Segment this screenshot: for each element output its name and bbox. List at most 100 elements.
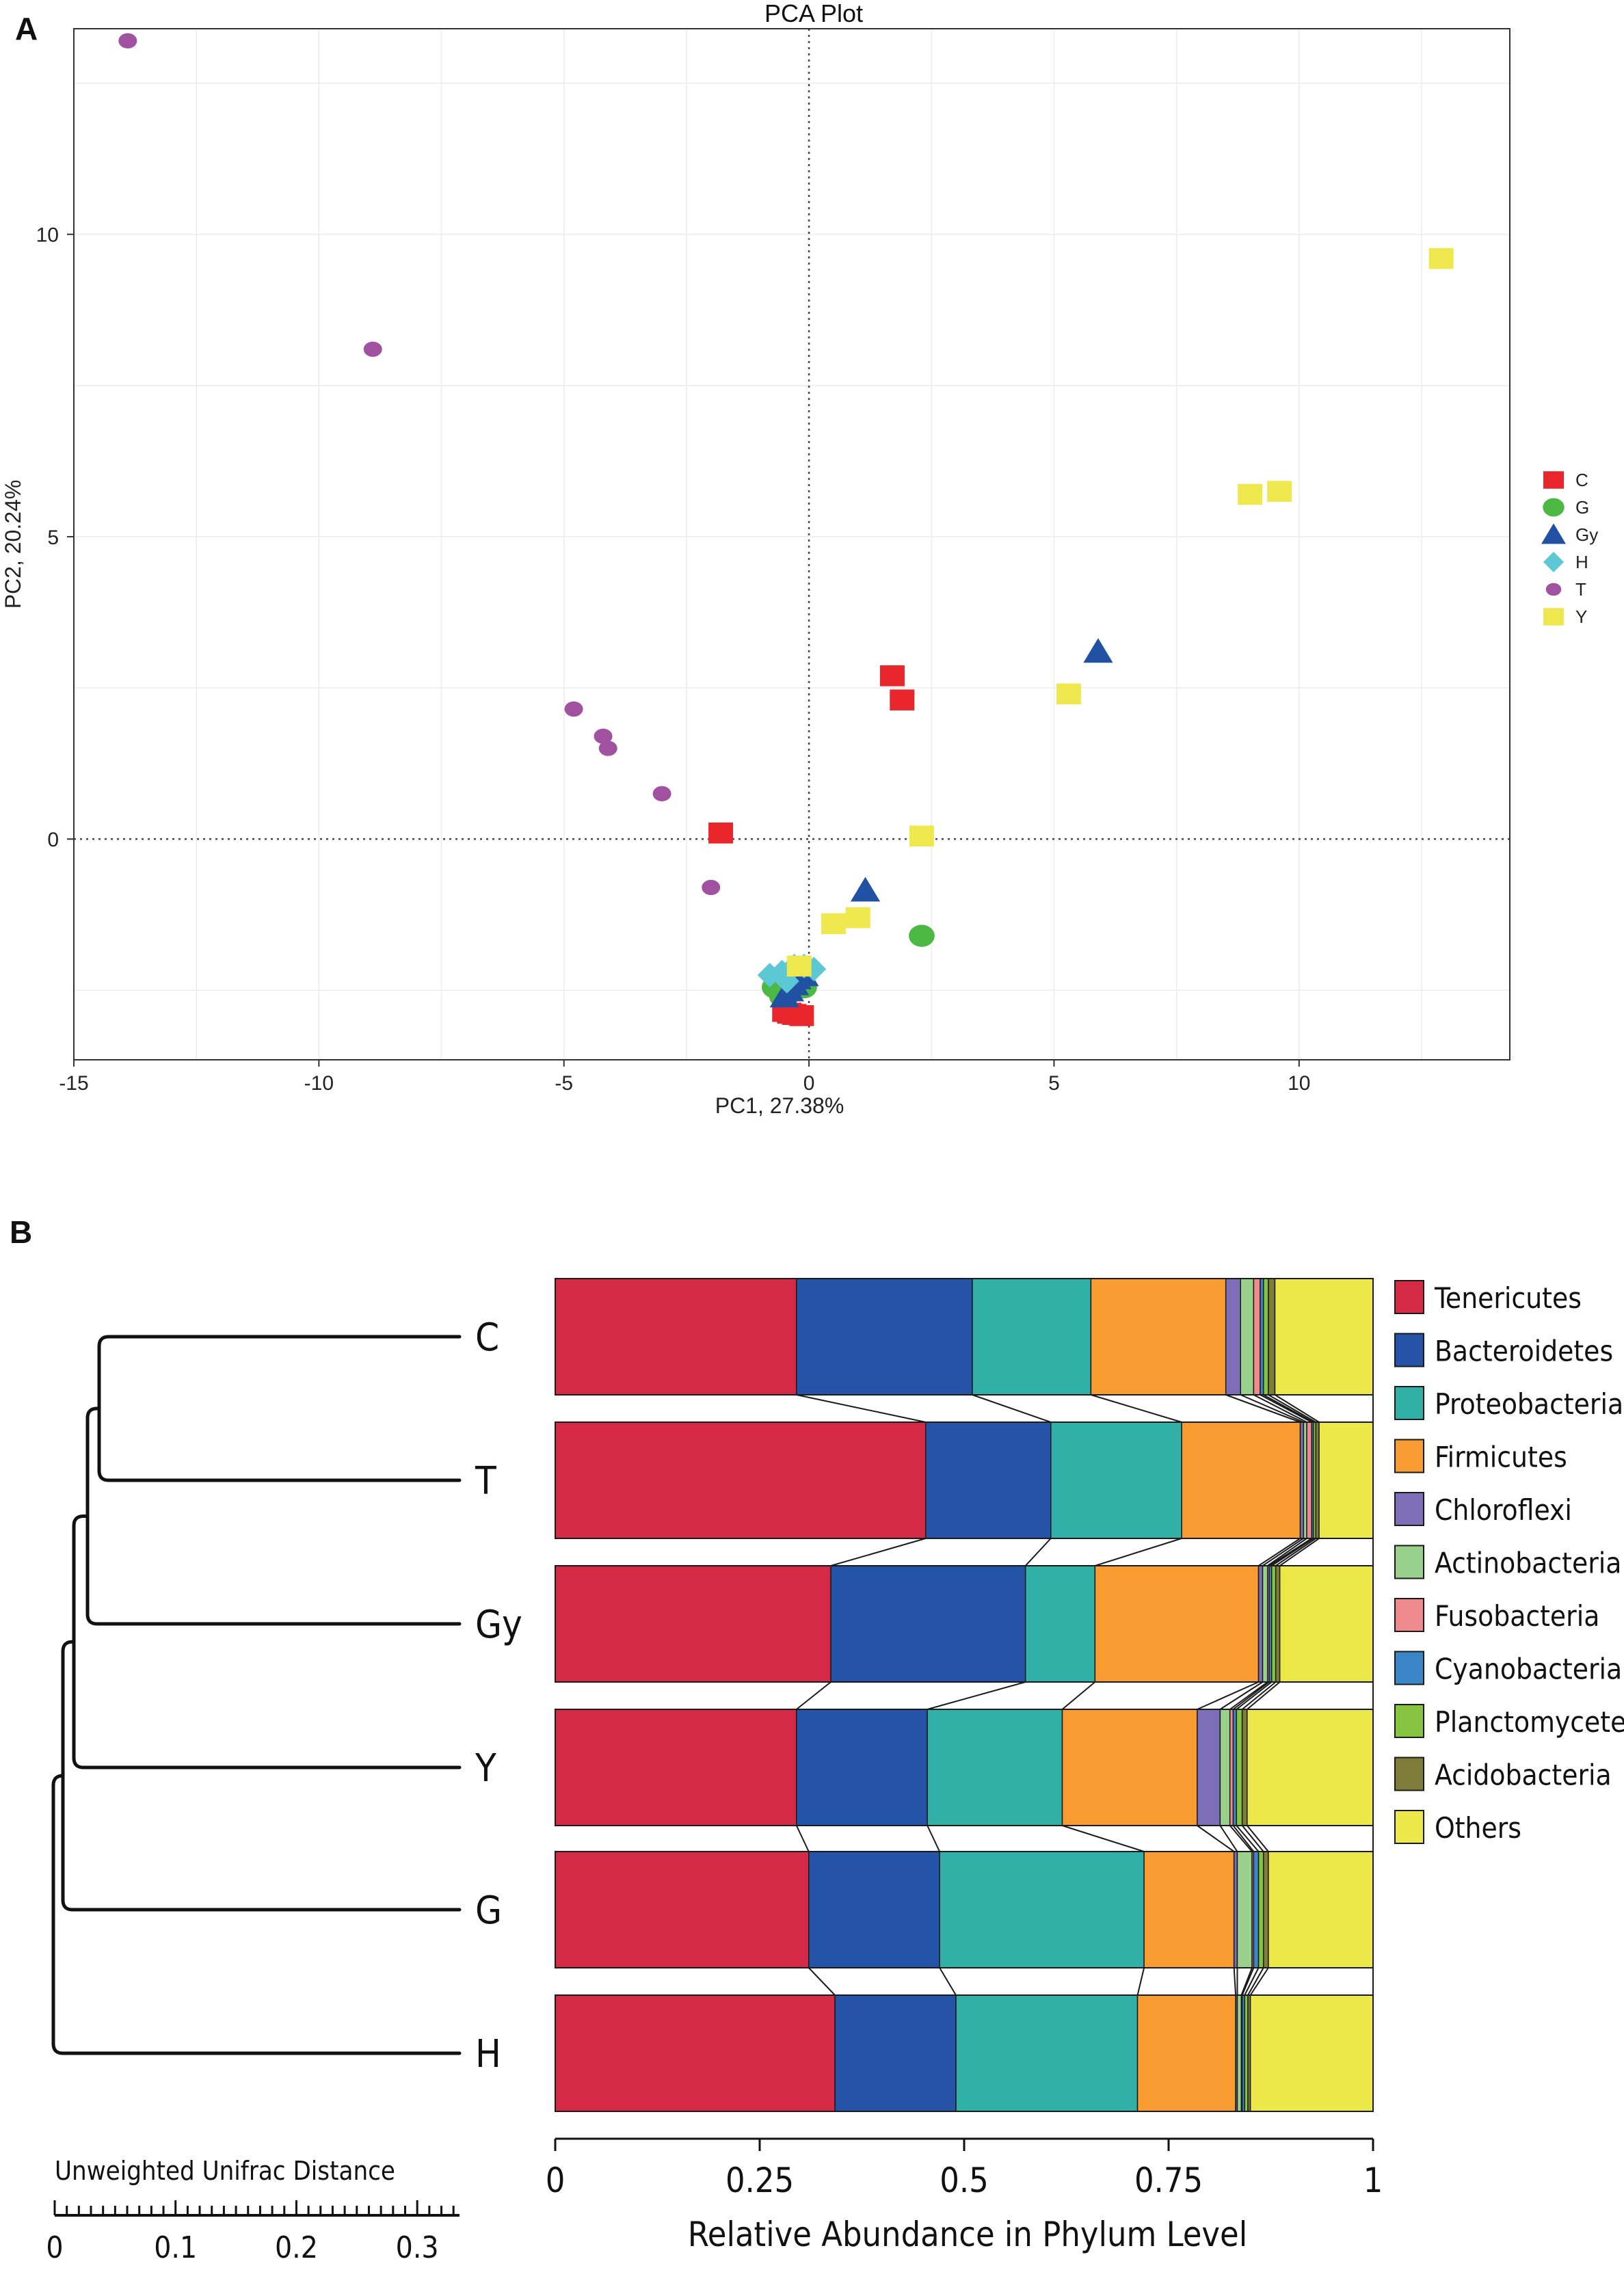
bar-segment-c-firmicutes — [1090, 1278, 1227, 1396]
bar-segment-t-firmicutes — [1181, 1421, 1301, 1539]
pca-point-y — [845, 907, 870, 929]
dendrogram-leaf-c: C — [475, 1316, 499, 1360]
bar-connector-line — [972, 1394, 1052, 1423]
dendrogram-leaf-h: H — [475, 2032, 501, 2077]
pca-point-gy — [850, 877, 881, 902]
bar-connector-line — [1232, 1825, 1255, 1852]
bar-segment-h-bacteroidetes — [834, 1994, 957, 2112]
bar-legend-swatch-acidobacteria — [1394, 1757, 1424, 1791]
bar-outline-c — [555, 1278, 1374, 1396]
bar-connector-line — [1241, 1825, 1264, 1852]
bar-segment-y-acidobacteria — [1241, 1709, 1248, 1826]
bar-connector-line — [1136, 1967, 1145, 1996]
bar-outline-gy — [555, 1565, 1374, 1683]
bar-connector-line — [1229, 1825, 1253, 1852]
bar-segments — [555, 1278, 1374, 2112]
bar-x-tick-label: 0.5 — [940, 2161, 989, 2200]
bar-outline-h — [555, 1994, 1374, 2112]
pca-point-t — [564, 701, 583, 717]
pca-legend-swatch-g — [1543, 498, 1565, 517]
pca-plot: PCA Plot -15 -10 -5 0 5 10 0 5 10 PC1, 27.38% P… — [1, 0, 1598, 1118]
bar-connector-line — [1240, 1394, 1304, 1423]
dendrogram-branch-gy — [85, 1406, 462, 1626]
dendrogram-branch-y — [72, 1514, 462, 1770]
bar-connector-line — [1260, 1394, 1312, 1423]
bar-connector-line — [1247, 1681, 1281, 1710]
pca-point-gy — [769, 983, 799, 1008]
bar-legend-label-acidobacteria: Acidobacteria — [1435, 1759, 1612, 1792]
pca-point-y — [821, 913, 846, 935]
pca-x-tick-label: 5 — [1048, 1072, 1060, 1095]
bar-segment-gy-others — [1279, 1565, 1374, 1683]
bar-connector-line — [1236, 1825, 1260, 1852]
pca-point-y — [1238, 483, 1263, 505]
bar-segment-y-chloroflexi — [1197, 1709, 1221, 1826]
dendrogram-branch-g — [61, 1640, 462, 1912]
pca-y-tick-label: 5 — [47, 526, 59, 549]
pca-point-t — [363, 341, 382, 357]
bar-legend-label-planctomycetes: Planctomycetes — [1435, 1705, 1624, 1739]
bar-x-tick-label: 0.25 — [726, 2161, 794, 2200]
bar-connector-line — [1279, 1538, 1320, 1566]
pca-point-y — [1267, 481, 1292, 502]
pca-grid — [74, 29, 1510, 1060]
bar-legend-label-firmicutes: Firmicutes — [1435, 1441, 1567, 1474]
bar-legend-label-actinobacteria: Actinobacteria — [1435, 1547, 1621, 1580]
bar-segment-t-bacteroidetes — [925, 1421, 1052, 1539]
bar-segment-g-firmicutes — [1143, 1851, 1235, 1968]
distance-scale-bar: 0 0.1 0.2 0.3 — [46, 2200, 460, 2265]
bar-outline-g — [555, 1851, 1374, 1968]
bar-connector-line — [795, 1825, 810, 1852]
bar-segment-y-tenericutes — [555, 1709, 797, 1826]
pca-y-tick-label: 10 — [36, 224, 59, 247]
bar-connector-line — [1197, 1825, 1235, 1852]
bar-segment-gy-acidobacteria — [1275, 1565, 1281, 1683]
pca-point-y — [1056, 683, 1081, 705]
bar-segment-c-actinobacteria — [1240, 1278, 1255, 1396]
pca-x-ticks: -15 -10 -5 0 5 10 — [59, 1060, 1310, 1095]
bar-legend-swatch-tenericutes — [1394, 1280, 1424, 1314]
bar-segment-g-bacteroidetes — [808, 1851, 940, 1968]
bar-x-tick-label: 0 — [546, 2161, 565, 2200]
bar-connector-line — [1249, 1967, 1269, 1996]
scale-bar-tick-label: 0 — [46, 2230, 63, 2265]
bar-x-axis: 0 0.25 0.5 0.75 1 — [546, 2137, 1383, 2200]
bar-segment-y-bacteroidetes — [796, 1709, 928, 1826]
bar-connector-line — [1267, 1538, 1307, 1566]
bar-legend-swatch-proteobacteria — [1394, 1386, 1424, 1420]
bar-connector-line — [1253, 1394, 1307, 1423]
bar-segment-y-actinobacteria — [1219, 1709, 1231, 1826]
bar-legend-label-proteobacteria: Proteobacteria — [1435, 1387, 1623, 1421]
pca-x-tick-label: -15 — [59, 1072, 88, 1095]
dendrogram-leaf-g: G — [475, 1888, 502, 1933]
bar-legend-label-tenericutes: Tenericutes — [1434, 1281, 1582, 1315]
dendrogram-leaf-labels: C T Gy Y G H — [475, 1316, 522, 2077]
bar-segment-gy-proteobacteria — [1024, 1565, 1096, 1683]
bar-connector-line — [1244, 1967, 1260, 1996]
bar-segment-y-proteobacteria — [927, 1709, 1063, 1826]
bar-connector-line — [796, 1394, 926, 1423]
bar-segment-gy-bacteroidetes — [830, 1565, 1026, 1683]
bar-segment-c-chloroflexi — [1225, 1278, 1241, 1396]
dendrogram: C T Gy Y G H Unweighted Unifrac Distance 0 0.1… — [46, 1316, 522, 2265]
bar-segment-y-planctomycetes — [1236, 1709, 1243, 1826]
bar-x-tick-label: 1 — [1363, 2161, 1383, 2200]
pca-points — [118, 33, 1454, 1026]
bar-connector-line — [1247, 1825, 1269, 1852]
bar-connector-line — [1271, 1538, 1314, 1566]
dendrogram-branch-h — [51, 1774, 462, 2055]
dendrogram-leaf-y: Y — [475, 1746, 496, 1791]
bar-connector-line — [1219, 1825, 1238, 1852]
pca-legend-label-gy: Gy — [1575, 524, 1598, 545]
bar-segment-c-proteobacteria — [972, 1278, 1092, 1396]
bar-segment-g-actinobacteria — [1236, 1851, 1253, 1968]
bar-connector-line — [1236, 1681, 1273, 1710]
pca-legend-label-t: T — [1575, 579, 1586, 600]
pca-y-ticks: 0 5 10 — [36, 224, 74, 851]
pca-legend-swatch-h — [1543, 552, 1564, 572]
pca-x-tick-label: 0 — [803, 1072, 815, 1095]
pca-point-c — [708, 823, 734, 844]
dendrogram-leaf-t: T — [475, 1459, 496, 1504]
bar-legend-swatch-cyanobacteria — [1394, 1651, 1424, 1685]
bar-legend-label-chloroflexi: Chloroflexi — [1435, 1493, 1572, 1527]
